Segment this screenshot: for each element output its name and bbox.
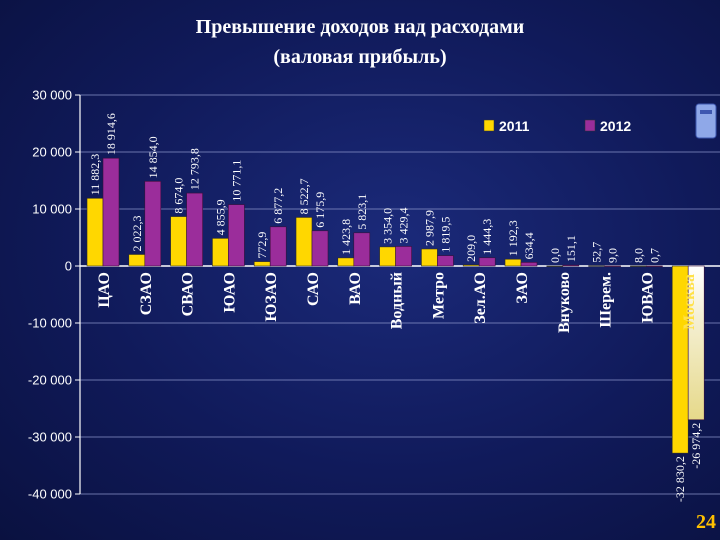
- y-tick-label: 0: [65, 259, 72, 274]
- category-label: ЮЗАО: [263, 272, 280, 322]
- bar-2012-8: [437, 255, 454, 267]
- legend-label-2011: 2011: [499, 118, 530, 134]
- data-label: 10 771,1: [229, 160, 243, 202]
- data-label: 2 987,9: [422, 210, 436, 246]
- category-label: Москва: [681, 274, 698, 330]
- category-label: Шерем.: [598, 272, 615, 328]
- data-label: 12 793,8: [188, 148, 202, 190]
- data-label: -26 974,2: [689, 423, 703, 469]
- category-label: ЗАО: [514, 272, 531, 304]
- legend-swatch-2012: [584, 119, 596, 132]
- category-label: ВАО: [347, 272, 364, 305]
- category-label: Зел.АО: [472, 272, 489, 324]
- bar-2012-1: [144, 181, 162, 267]
- data-label: 1 444,3: [480, 219, 494, 255]
- page-number: 24: [696, 511, 716, 533]
- bar-2011-6: [337, 257, 355, 267]
- legend-label-2012: 2012: [600, 118, 631, 134]
- y-tick-label: -30 000: [28, 430, 72, 445]
- data-label: 6 175,9: [313, 192, 327, 228]
- data-label: -32 830,2: [673, 456, 687, 502]
- bar-2011-11: [546, 265, 564, 267]
- bar-2011-3: [212, 238, 229, 267]
- scroll-tab-grip: [700, 110, 712, 114]
- y-tick-label: 30 000: [32, 88, 72, 103]
- category-label: Водный: [389, 272, 406, 329]
- category-label: СЗАО: [138, 272, 155, 315]
- bar-2012-3: [228, 204, 245, 267]
- y-tick-label: -10 000: [28, 316, 72, 331]
- category-label: ЮВАО: [639, 272, 656, 323]
- bar-2012-4: [269, 226, 287, 267]
- category-label: Внуково: [556, 272, 573, 333]
- scroll-tab-decoration: [695, 103, 717, 139]
- bar-2012-2: [186, 192, 203, 267]
- category-label: ЮАО: [221, 272, 238, 313]
- bar-2011-5: [295, 217, 313, 267]
- bar-2012-10: [520, 262, 538, 267]
- bar-2011-10: [504, 258, 522, 267]
- legend-swatch-2011: [483, 119, 495, 132]
- data-label: 1 423,8: [339, 219, 353, 255]
- data-label: 3 354,0: [381, 208, 395, 244]
- data-label: 0,0: [548, 248, 562, 263]
- y-tick-label: -20 000: [28, 373, 72, 388]
- data-label: 18 914,6: [104, 113, 118, 155]
- data-label: 6 877,2: [271, 188, 285, 224]
- data-label: 52,7: [590, 242, 604, 263]
- bar-2011-8: [421, 248, 438, 267]
- y-tick-label: 10 000: [32, 202, 72, 217]
- data-label: 8 522,7: [297, 178, 311, 214]
- data-label: 8 674,0: [172, 178, 186, 214]
- data-label: 634,4: [522, 232, 536, 259]
- bar-2011-0: [86, 197, 104, 267]
- bar-2012-6: [353, 232, 371, 267]
- category-label: Метро: [430, 272, 447, 319]
- data-label: 8,0: [631, 248, 645, 263]
- data-label: 3 429,4: [397, 207, 411, 243]
- bar-2012-13: [646, 265, 663, 267]
- bar-2012-7: [395, 246, 412, 267]
- chart-title-line-1: Превышение доходов над расходами: [195, 16, 525, 38]
- data-label: 772,9: [255, 232, 269, 259]
- bar-2011-12: [588, 265, 605, 267]
- category-label: ЦАО: [96, 272, 113, 308]
- bar-2011-9: [462, 264, 480, 267]
- bar-2011-13: [630, 265, 647, 267]
- bar-2012-11: [562, 264, 580, 267]
- bar-2012-0: [102, 157, 120, 267]
- data-label: 11 882,3: [88, 154, 102, 196]
- data-label: 5 823,1: [355, 194, 369, 230]
- y-tick-label: -40 000: [28, 487, 72, 502]
- bar-2012-9: [478, 257, 496, 267]
- data-label: 1 819,5: [438, 217, 452, 253]
- data-label: 1 192,3: [506, 220, 520, 256]
- category-label: САО: [305, 272, 322, 306]
- data-label: 2 022,3: [130, 215, 144, 251]
- data-label: 9,0: [606, 248, 620, 263]
- data-label: 0,7: [647, 248, 661, 263]
- data-label: 209,0: [464, 235, 478, 262]
- bar-2012-14: [687, 265, 705, 421]
- category-label: СВАО: [180, 272, 197, 316]
- bar-2012-5: [311, 230, 329, 267]
- bar-2011-2: [170, 216, 187, 267]
- data-label: 14 854,0: [146, 136, 160, 178]
- bar-2012-12: [604, 265, 621, 267]
- bar-2011-1: [128, 254, 146, 267]
- chart-title-line-2: (валовая прибыль): [273, 46, 447, 68]
- bar-2011-4: [253, 261, 271, 267]
- y-tick-label: 20 000: [32, 145, 72, 160]
- data-label: 151,1: [564, 235, 578, 262]
- bar-2011-7: [379, 246, 396, 267]
- data-label: 4 855,9: [213, 199, 227, 235]
